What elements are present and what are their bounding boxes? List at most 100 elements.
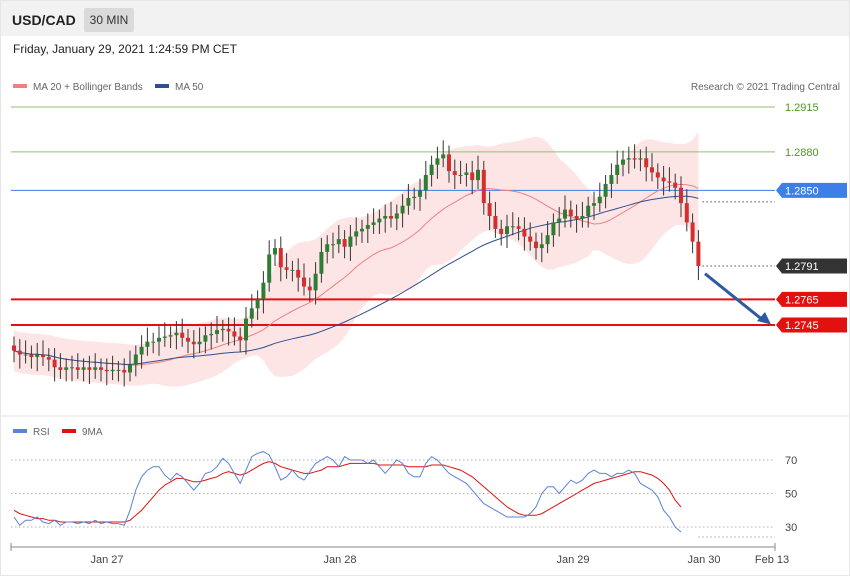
candle-body: [307, 286, 312, 291]
candle-body: [557, 218, 562, 223]
candle-body: [406, 198, 411, 206]
price-tag-1.2765: [776, 291, 847, 307]
candle-body: [249, 308, 254, 319]
candle-body: [493, 216, 498, 229]
legend-swatch-rsi-ma: [62, 429, 76, 433]
candle-body: [458, 174, 463, 176]
candle-body: [586, 205, 591, 216]
candle-body: [203, 335, 208, 342]
legend-label-rsi: RSI: [33, 427, 50, 438]
price-label-1.2745: 1.2745: [785, 320, 819, 332]
candle-body: [116, 369, 121, 371]
candle-body: [452, 171, 457, 175]
candle-body: [580, 216, 585, 219]
candle-body: [87, 367, 92, 370]
candle-body: [383, 216, 388, 219]
candle-body: [499, 228, 504, 234]
candle-body: [110, 369, 115, 372]
candle-body: [539, 244, 544, 249]
candle-body: [238, 336, 243, 341]
candle-body: [505, 226, 509, 234]
candle-body: [626, 158, 631, 160]
candle-body: [365, 224, 370, 229]
candle-body: [296, 269, 301, 278]
candle-body: [232, 331, 237, 337]
candle-body: [209, 333, 214, 336]
candle-body: [174, 332, 179, 336]
price-label-1.2765: 1.2765: [785, 294, 819, 306]
candle-body: [394, 213, 399, 219]
candle-body: [75, 367, 80, 370]
candle-body: [99, 367, 103, 370]
candle-body: [534, 241, 538, 249]
timeframe-button[interactable]: 30 MIN: [84, 8, 134, 32]
candle-body: [186, 337, 190, 342]
candle-body: [476, 169, 480, 181]
price-label-1.2880: 1.2880: [785, 147, 819, 159]
candle-body: [93, 367, 98, 370]
candle-body: [348, 236, 353, 247]
rsi-ma-line: [13, 461, 682, 523]
candle-body: [441, 154, 446, 159]
candle-body: [215, 330, 219, 334]
candle-body: [290, 269, 295, 271]
candle-body: [278, 248, 283, 268]
candle-body: [122, 369, 127, 373]
rsi-tick-50: 50: [785, 489, 797, 501]
rsi-line: [13, 451, 682, 533]
candle-body: [64, 367, 69, 370]
candle-body: [551, 222, 556, 236]
candle-body: [673, 182, 678, 188]
candle-body: [470, 172, 475, 181]
candle-body: [226, 328, 231, 332]
candle-body: [412, 196, 417, 199]
candle-body: [197, 341, 202, 345]
candle-body: [621, 159, 625, 165]
candle-body: [371, 222, 376, 225]
candle-body: [342, 239, 347, 247]
candle-body: [679, 187, 683, 204]
price-tag-1.2791: [776, 258, 847, 274]
candle-body: [12, 345, 16, 351]
candle-body: [435, 158, 440, 165]
candle-body: [244, 318, 248, 341]
candle-body: [360, 228, 364, 232]
candle-body: [168, 335, 173, 337]
forecast-arrow-head: [757, 312, 771, 325]
x-tick-label: Jan 30: [687, 554, 720, 566]
candle-body: [46, 357, 51, 360]
candle-body: [81, 367, 86, 370]
candle-body: [325, 244, 330, 252]
candle-body: [319, 251, 324, 274]
candle-body: [29, 354, 34, 358]
candle-body: [510, 226, 515, 228]
candle-body: [70, 367, 74, 369]
price-label-1.2850: 1.2850: [785, 185, 819, 197]
legend-label-ma50: MA 50: [175, 82, 204, 93]
candle-body: [667, 181, 672, 183]
candle-body: [302, 277, 306, 287]
bollinger-band-area: [14, 131, 699, 387]
candle-body: [447, 154, 451, 172]
candle-body: [139, 346, 144, 355]
price-label-1.2915: 1.2915: [785, 102, 819, 114]
candle-body: [603, 183, 608, 197]
price-label-1.2791: 1.2791: [785, 261, 819, 273]
candle-body: [696, 241, 701, 267]
candle-body: [273, 248, 277, 255]
candle-body: [220, 328, 225, 331]
candle-body: [389, 216, 393, 219]
candle-body: [609, 174, 614, 184]
candle-body: [481, 169, 486, 204]
candle-body: [418, 190, 422, 197]
candle-body: [429, 164, 434, 175]
rsi-tick-70: 70: [785, 455, 797, 467]
candle-body: [423, 174, 428, 191]
x-tick-label: Jan 27: [90, 554, 123, 566]
header-bar: USD/CAD 30 MIN: [1, 1, 849, 36]
candle-body: [615, 164, 620, 175]
candle-body: [655, 172, 660, 178]
candle-body: [516, 226, 521, 229]
